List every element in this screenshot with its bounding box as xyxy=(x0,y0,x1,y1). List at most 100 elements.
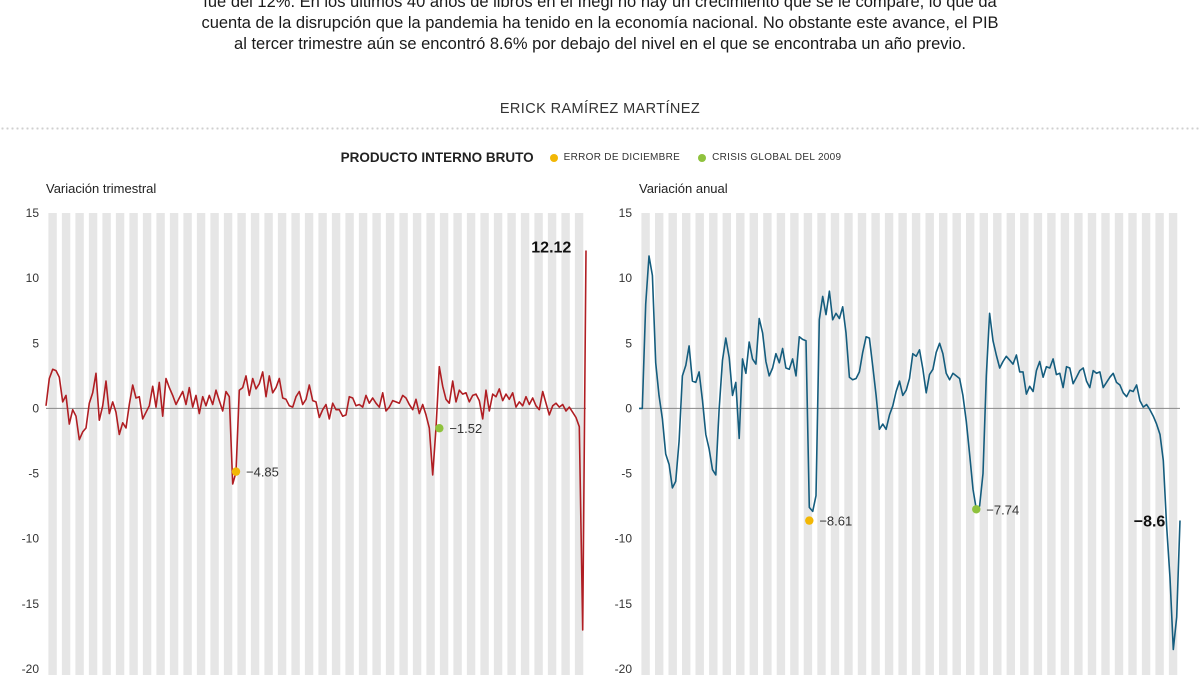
legend-item-error-diciembre: ERROR DE DICIEMBRE xyxy=(549,152,681,163)
column-band xyxy=(480,213,489,675)
annotation-label: −7.74 xyxy=(986,502,1019,517)
annotation-label: −4.85 xyxy=(246,465,279,480)
column-band xyxy=(736,213,745,675)
y-tick-label: -10 xyxy=(22,532,40,546)
column-band xyxy=(1006,213,1015,675)
column-band xyxy=(115,213,125,675)
column-band xyxy=(763,213,772,675)
column-band xyxy=(817,213,826,675)
annotation-label: −8.6 xyxy=(1134,513,1166,530)
panel-title-quarterly: Variación trimestral xyxy=(46,181,157,196)
y-tick-label: -5 xyxy=(621,467,632,481)
column-band xyxy=(493,213,503,675)
legend-item-crisis-2009: CRISIS GLOBAL DEL 2009 xyxy=(698,152,841,163)
intro-line-1: fue del 12%. En los últimos 40 años de l… xyxy=(203,0,997,11)
column-band xyxy=(641,213,650,675)
column-band xyxy=(830,213,840,675)
column-band xyxy=(1128,213,1137,675)
annotation-label: −1.52 xyxy=(449,421,482,436)
column-band xyxy=(776,213,786,675)
column-band xyxy=(399,213,408,675)
column-band xyxy=(1033,213,1043,675)
column-band xyxy=(534,213,543,675)
annotation-label: 12.12 xyxy=(531,240,571,257)
legend-label-crisis-2009: CRISIS GLOBAL DEL 2009 xyxy=(712,152,842,163)
y-tick-label: -15 xyxy=(22,597,40,611)
quarterly-series-line xyxy=(45,250,587,631)
annotation-marker xyxy=(972,505,981,514)
column-band xyxy=(223,213,233,675)
column-band xyxy=(1155,213,1164,675)
column-band xyxy=(1047,213,1056,675)
column-band xyxy=(345,213,354,675)
column-band xyxy=(250,213,260,675)
intro-paragraph: fue del 12%. En los últimos 40 años de l… xyxy=(0,0,1200,55)
column-band xyxy=(884,213,894,675)
annotation-marker xyxy=(805,516,814,525)
column-band xyxy=(857,213,867,675)
column-band xyxy=(277,213,287,675)
y-tick-label: 0 xyxy=(32,401,39,415)
column-band xyxy=(75,213,84,675)
column-band xyxy=(655,213,664,675)
column-band xyxy=(169,213,179,675)
column-band xyxy=(88,213,98,675)
y-tick-label: -20 xyxy=(22,662,40,675)
column-band xyxy=(1101,213,1110,675)
column-band xyxy=(709,213,718,675)
y-tick-label: 10 xyxy=(619,271,633,285)
column-band xyxy=(129,213,138,675)
column-band xyxy=(1020,213,1029,675)
column-band xyxy=(102,213,111,675)
intro-line-3: al tercer trimestre aún se encontró 8.6%… xyxy=(234,35,966,53)
y-tick-label: 15 xyxy=(619,206,633,220)
column-band xyxy=(939,213,948,675)
column-band xyxy=(749,213,758,675)
column-band xyxy=(925,213,934,675)
column-band xyxy=(61,213,71,675)
column-band xyxy=(358,213,368,675)
annotation-marker xyxy=(231,467,241,476)
column-band xyxy=(412,213,422,675)
column-band xyxy=(561,213,570,675)
column-band xyxy=(844,213,853,675)
column-band xyxy=(1060,213,1070,675)
column-band xyxy=(722,213,731,675)
column-band xyxy=(466,213,476,675)
column-band xyxy=(507,213,516,675)
column-band xyxy=(1168,213,1178,675)
y-tick-label: -20 xyxy=(615,662,633,675)
annotation-marker xyxy=(435,424,444,433)
column-band xyxy=(439,213,449,675)
column-band xyxy=(453,213,462,675)
column-band xyxy=(1141,213,1151,675)
column-band xyxy=(1087,213,1097,675)
column-band xyxy=(898,213,907,675)
y-tick-label: 0 xyxy=(625,401,632,415)
y-tick-label: 5 xyxy=(625,336,632,350)
y-tick-label: 15 xyxy=(26,206,40,220)
column-band xyxy=(331,213,341,675)
y-tick-label: 10 xyxy=(26,271,40,285)
y-tick-label: -15 xyxy=(615,597,633,611)
column-band xyxy=(547,213,557,675)
legend-dot-green xyxy=(698,153,707,162)
column-band xyxy=(183,213,192,675)
legend-title: PRODUCTO INTERNO BRUTO xyxy=(340,150,534,165)
column-band xyxy=(695,213,704,675)
author-byline: ERICK RAMÍREZ MARTÍNEZ xyxy=(499,101,701,117)
column-band xyxy=(196,213,206,675)
annotation-label: −8.61 xyxy=(819,514,852,529)
column-band xyxy=(304,213,314,675)
column-band xyxy=(264,213,273,675)
column-band xyxy=(993,213,1002,675)
annual-series-line xyxy=(639,255,1181,651)
y-tick-label: -10 xyxy=(615,532,633,546)
chart-legend: PRODUCTO INTERNO BRUTO ERROR DE DICIEMBR… xyxy=(0,150,1200,165)
panel-title-annual: Variación anual xyxy=(639,181,728,196)
column-band xyxy=(291,213,300,675)
legend-dot-yellow xyxy=(549,153,558,162)
column-band xyxy=(871,213,880,675)
column-band xyxy=(668,213,677,675)
